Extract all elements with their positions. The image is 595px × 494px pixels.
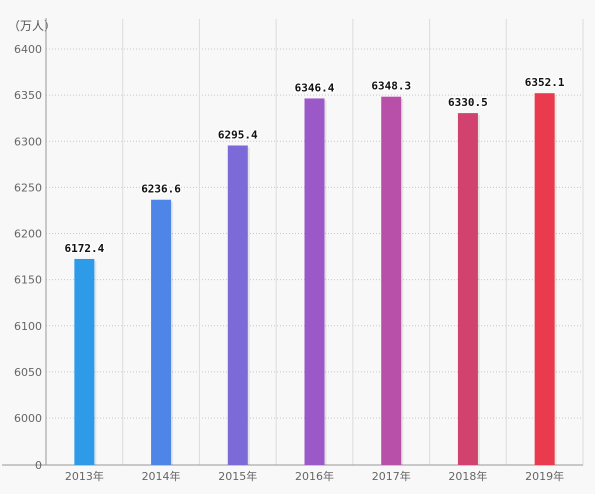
data-label: 6346.4 <box>295 81 335 94</box>
y-tick-label: 6350 <box>14 89 42 102</box>
bar-2015年[interactable] <box>227 145 248 465</box>
bar-2013年[interactable] <box>74 258 95 465</box>
x-tick-label: 2018年 <box>448 469 487 483</box>
bar-2018年[interactable] <box>457 113 478 466</box>
y-tick-label: 6150 <box>14 274 42 287</box>
y-tick-label: 6100 <box>14 320 42 333</box>
x-tick-label: 2015年 <box>218 469 257 483</box>
y-tick-label: 6400 <box>14 43 42 56</box>
x-tick-label: 2016年 <box>295 469 334 483</box>
data-label: 6348.3 <box>371 80 411 93</box>
x-tick-label: 2013年 <box>65 469 104 483</box>
data-label: 6236.6 <box>141 183 181 196</box>
data-label: 6352.1 <box>525 76 565 89</box>
grid-lines <box>45 19 584 465</box>
y-tick-label: 6050 <box>14 366 42 379</box>
x-tick-label: 2014年 <box>142 469 181 483</box>
y-axis-unit-label: （万人） <box>8 19 56 33</box>
y-tick-label: 6300 <box>14 135 42 148</box>
tick-labels: 0 6000 6050 6100 6150 6200 6250 6300 6350 6400 201… <box>14 43 564 483</box>
y-tick-label: 6000 <box>14 412 42 425</box>
bar-2016年[interactable] <box>304 98 325 466</box>
y-tick-label: 0 <box>35 459 42 472</box>
bar-2014年[interactable] <box>151 199 172 465</box>
data-label: 6330.5 <box>448 96 488 109</box>
x-tick-label: 2019年 <box>525 469 564 483</box>
bars <box>74 93 557 466</box>
data-label: 6295.4 <box>218 128 258 141</box>
bar-2017年[interactable] <box>381 96 402 466</box>
y-tick-label: 6200 <box>14 228 42 241</box>
bar-2019年[interactable] <box>534 93 555 466</box>
data-label: 6172.4 <box>64 242 104 255</box>
data-labels: 6172.4 6236.6 6295.4 6346.4 6348.3 6330.5 6352… <box>63 75 566 256</box>
axes <box>2 18 583 466</box>
x-tick-label: 2017年 <box>372 469 411 483</box>
y-tick-label: 6250 <box>14 181 42 194</box>
